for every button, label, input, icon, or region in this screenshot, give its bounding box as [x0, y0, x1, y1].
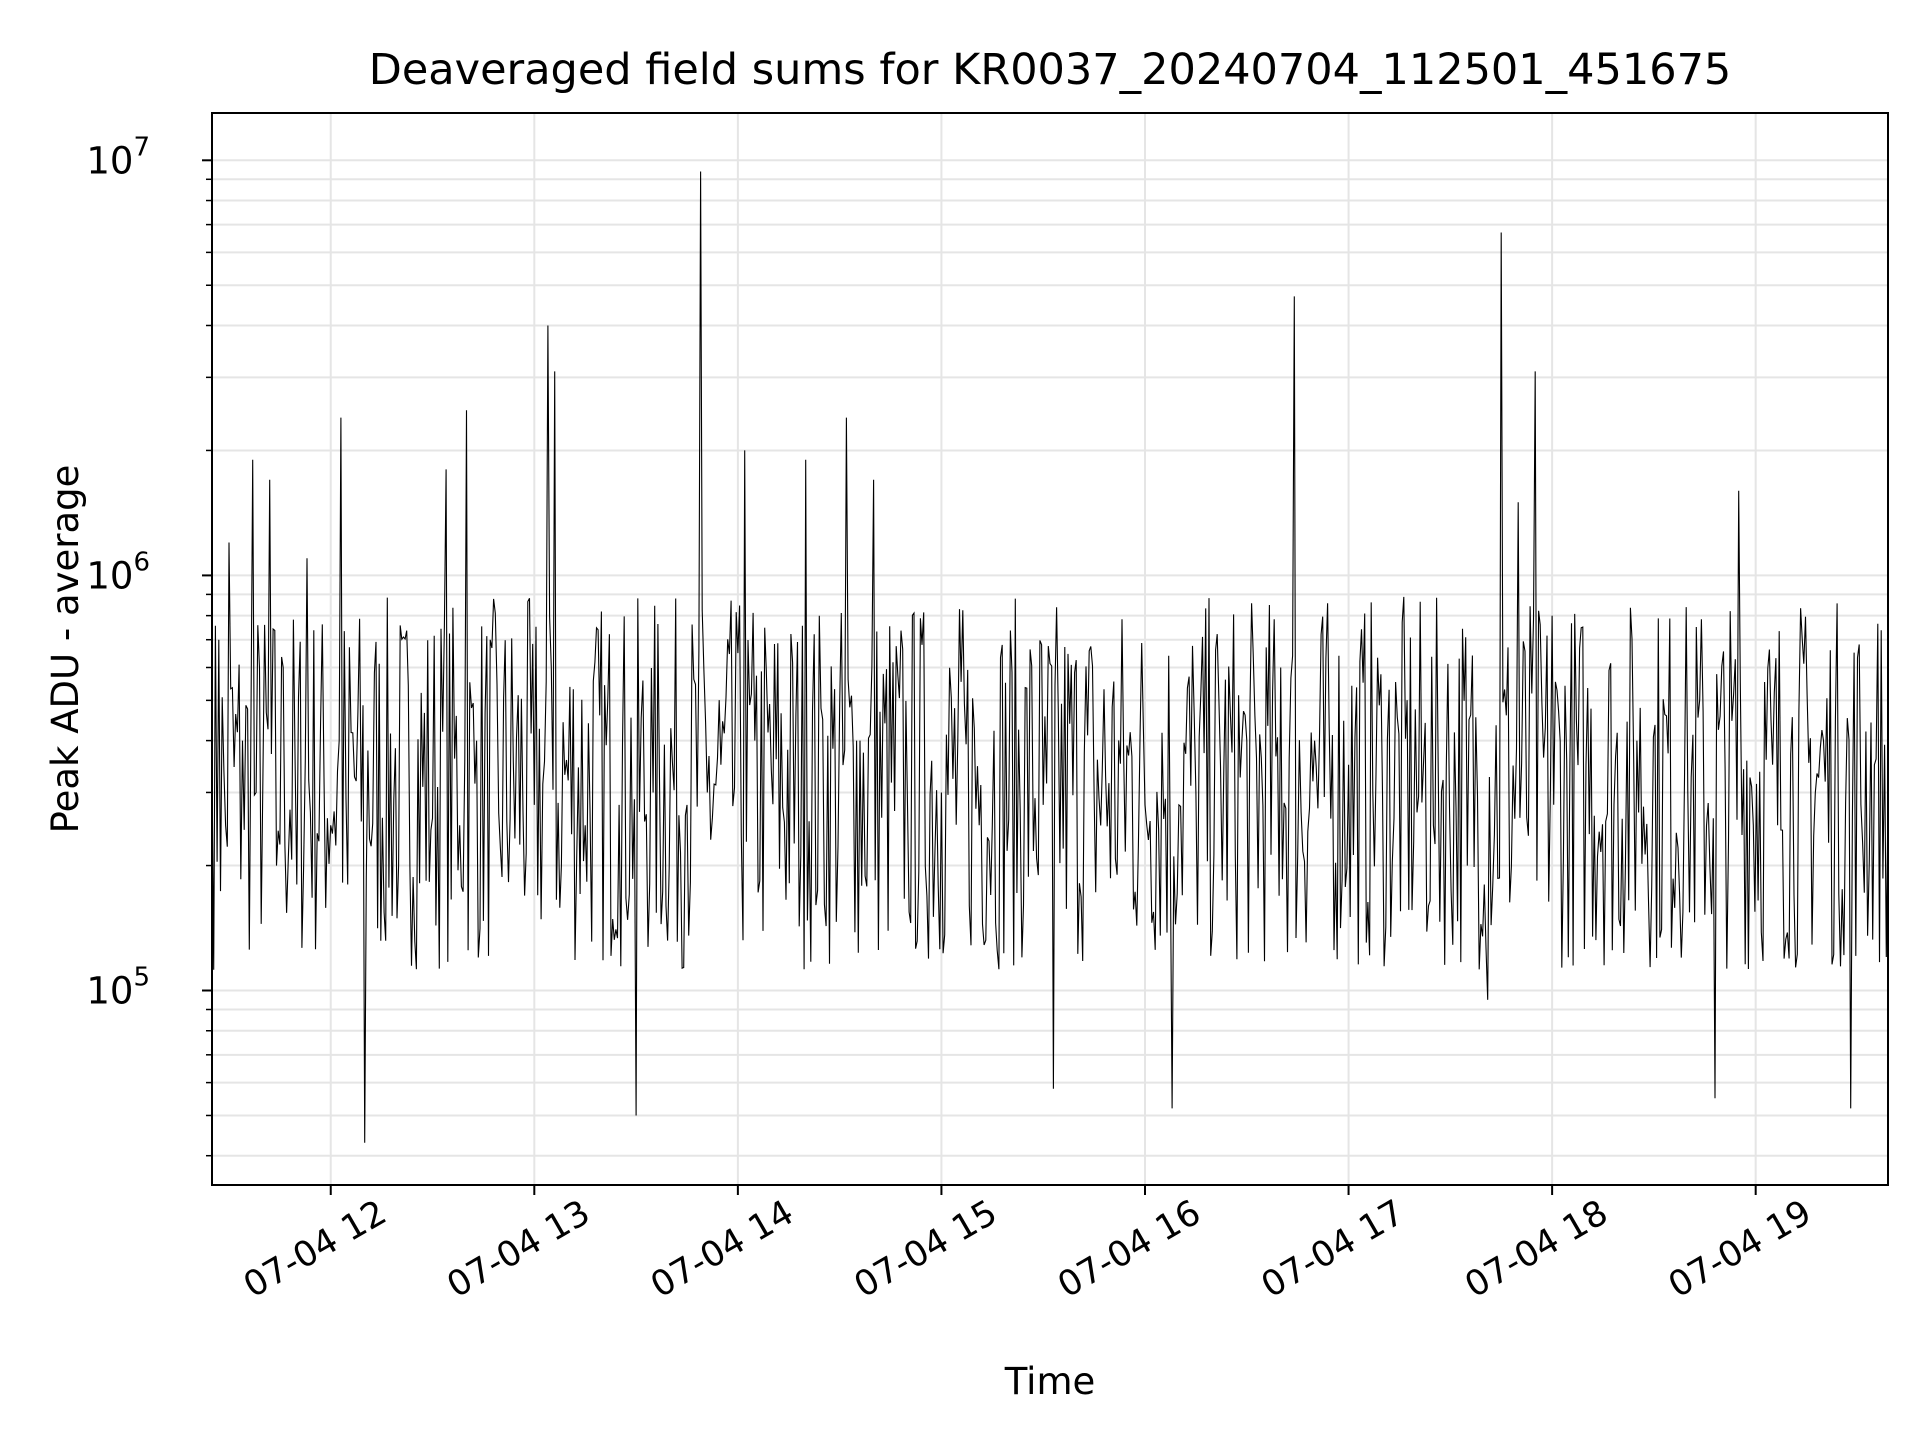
y-tick-label: 107	[86, 132, 150, 182]
y-tick-label-base: 10	[86, 554, 133, 597]
y-tick-label: 106	[86, 547, 150, 597]
y-tick-label-base: 10	[86, 139, 133, 182]
y-tick-label-exponent: 5	[133, 963, 150, 993]
y-tick-label: 105	[86, 963, 150, 1013]
y-tick-label-base: 10	[86, 970, 133, 1013]
plot-frame	[211, 112, 1889, 1186]
chart-title: Deaveraged field sums for KR0037_2024070…	[369, 45, 1732, 95]
y-tick-label-exponent: 7	[133, 132, 150, 162]
y-axis-label: Peak ADU - average	[44, 465, 87, 834]
x-axis-label: Time	[1004, 1360, 1096, 1403]
series-line	[211, 171, 1889, 1143]
series-layer	[211, 171, 1889, 1143]
y-tick-label-exponent: 6	[133, 547, 150, 577]
